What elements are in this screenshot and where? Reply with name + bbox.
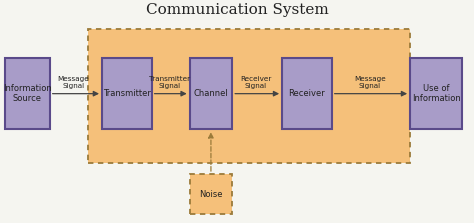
Text: Transmitter
Signal: Transmitter Signal: [149, 76, 190, 89]
Text: Information
Source: Information Source: [3, 84, 52, 103]
Text: Message
Signal: Message Signal: [354, 76, 385, 89]
FancyBboxPatch shape: [102, 58, 152, 129]
FancyBboxPatch shape: [190, 58, 232, 129]
Text: Communication System: Communication System: [146, 3, 328, 17]
FancyBboxPatch shape: [282, 58, 332, 129]
Text: Receiver
Signal: Receiver Signal: [240, 76, 272, 89]
Text: Use of
Information: Use of Information: [412, 84, 460, 103]
Text: Noise: Noise: [199, 190, 223, 198]
FancyBboxPatch shape: [190, 174, 232, 214]
Text: Transmitter: Transmitter: [103, 89, 151, 98]
FancyBboxPatch shape: [88, 29, 410, 163]
FancyBboxPatch shape: [5, 58, 50, 129]
Text: Receiver: Receiver: [289, 89, 325, 98]
Text: Message
Signal: Message Signal: [58, 76, 89, 89]
Text: Channel: Channel: [193, 89, 228, 98]
FancyBboxPatch shape: [410, 58, 462, 129]
